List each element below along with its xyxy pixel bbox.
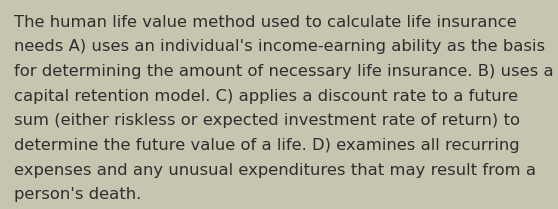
Text: The human life value method used to calculate life insurance: The human life value method used to calc…: [14, 15, 517, 30]
Text: person's death.: person's death.: [14, 187, 141, 202]
Text: needs A) uses an individual's income-earning ability as the basis: needs A) uses an individual's income-ear…: [14, 39, 545, 54]
Text: capital retention model. C) applies a discount rate to a future: capital retention model. C) applies a di…: [14, 89, 518, 104]
Text: for determining the amount of necessary life insurance. B) uses a: for determining the amount of necessary …: [14, 64, 554, 79]
Text: expenses and any unusual expenditures that may result from a: expenses and any unusual expenditures th…: [14, 163, 536, 178]
Text: sum (either riskless or expected investment rate of return) to: sum (either riskless or expected investm…: [14, 113, 520, 128]
Text: determine the future value of a life. D) examines all recurring: determine the future value of a life. D)…: [14, 138, 519, 153]
